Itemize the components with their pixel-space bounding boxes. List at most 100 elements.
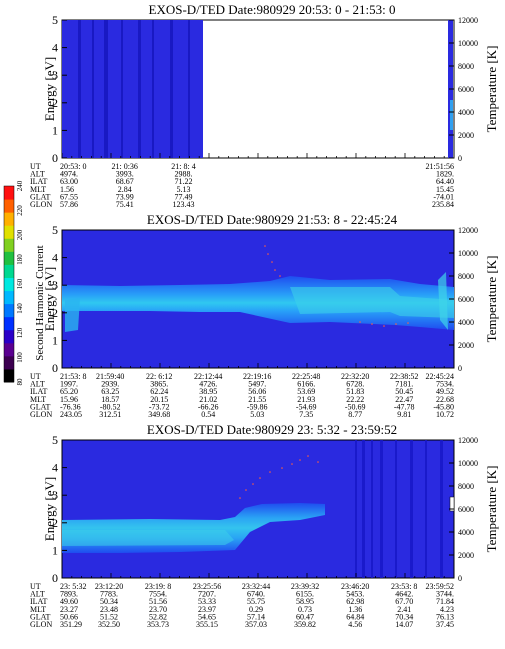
panel-1-orbit-cell: 2988. <box>175 170 193 179</box>
panel-3-y2label: Temperature [K] <box>484 466 499 553</box>
panel-1-ytick-label: 1 <box>52 123 58 137</box>
panel-2: EXOS-D/TED Date:980929 21:53: 8 - 22:45:… <box>61 212 455 369</box>
panel-1-orbit-cell: 1829. <box>436 170 454 179</box>
colorbar-tick-label: 80 <box>16 378 24 386</box>
panel-2-orbit-cell: 49.52 <box>436 387 454 396</box>
colorbar-swatch <box>4 277 14 292</box>
panel-1-ytick-label: 3 <box>52 68 58 82</box>
colorbar-tick-label: 180 <box>16 254 24 265</box>
panel-3-orbit-cell: 14.07 <box>395 620 413 629</box>
panel-2-orbit-cell: 21.55 <box>248 395 266 404</box>
panel-1-data-block <box>62 20 203 158</box>
panel-2-orbit-cell: -76.36 <box>60 402 81 411</box>
panel-1-orbit-cell: 75.41 <box>116 200 134 209</box>
panel-3-orbit-cell: 23.70 <box>149 605 167 614</box>
panel-1-y2tick-label: 8000 <box>458 62 474 71</box>
panel-3-orbit-cell: 4.56 <box>348 620 362 629</box>
panel-1: EXOS-D/TED Date:980929 20:53: 0 - 21:53:… <box>61 2 455 159</box>
panel-2-orbit-cell: 10.72 <box>436 410 454 419</box>
panel-1-ytick-label: 4 <box>52 41 58 55</box>
panel-3-orbit-cell: 4.23 <box>440 605 454 614</box>
panel-3-ytick-label: 1 <box>52 543 58 557</box>
panel-2-orbit-cell: -59.86 <box>247 402 268 411</box>
panel-3-orbit-cell: 50.66 <box>60 612 78 621</box>
panel-3-ytick-label: 3 <box>52 488 58 502</box>
panel-2-orbit-cell: 65.20 <box>60 387 78 396</box>
panel-3-orbit-cell: 4642. <box>395 590 413 599</box>
colorbar-swatch <box>4 264 14 278</box>
panel-3-y2tick-label: 0 <box>458 574 462 583</box>
panel-2-orbit-cell: 51.83 <box>346 387 364 396</box>
panel-2-orbit-cell: 6166. <box>297 380 315 389</box>
panel-2-title: EXOS-D/TED Date:980929 21:53: 8 - 22:45:… <box>147 212 398 227</box>
panel-2-orbit-cell: -54.69 <box>296 402 317 411</box>
panel-3-orbit-row-label: MLT <box>30 605 46 614</box>
colorbar-swatch <box>4 303 14 318</box>
panel-3-orbit-cell: 67.70 <box>395 597 413 606</box>
panel-3-orbit-cell: 51.56 <box>149 597 167 606</box>
panel-1-orbit-cell: 67.55 <box>60 192 78 201</box>
panel-2-orbit-cell: 4726. <box>199 380 217 389</box>
colorbar-swatch <box>4 316 14 331</box>
panel-3-orbit-cell: 23:59:52 <box>426 582 454 591</box>
panel-3-orbit-cell: 6740. <box>247 590 265 599</box>
panel-1-orbit-cell: 71.22 <box>175 177 193 186</box>
panel-1-orbit-cell: 2.84 <box>118 185 132 194</box>
panel-1-ylabel: Energy [eV] <box>42 57 57 121</box>
panel-2-orbit-cell: 243.05 <box>60 410 82 419</box>
panel-1-orbit-cell: 73.99 <box>116 192 134 201</box>
panel-1-y2tick-label: 6000 <box>458 85 474 94</box>
panel-2-orbit-row-label: ILAT <box>30 387 47 396</box>
panel-2-y2tick-label: 8000 <box>458 272 474 281</box>
panel-1-orbit-cell: 1.56 <box>60 185 74 194</box>
panel-3-orbit-cell: 359.82 <box>294 620 316 629</box>
panel-3-orbit-row-label: UT <box>30 582 41 591</box>
panel-3-orbit-cell: 53.33 <box>198 597 216 606</box>
panel-3-y2tick-label: 6000 <box>458 505 474 514</box>
panel-3-orbit-cell: 51.52 <box>100 612 118 621</box>
panel-1-orbit-cell: -74.01 <box>433 192 454 201</box>
panel-1-orbit-cell: 68.67 <box>116 177 134 186</box>
panel-3-orbit-row-label: GLAT <box>30 612 51 621</box>
panel-3-orbit-cell: 71.84 <box>436 597 454 606</box>
panel-2-orbit-cell: 22:12:44 <box>194 372 222 381</box>
panel-2-orbit-row-label: ALT <box>30 380 45 389</box>
panel-3-y2tick-label: 8000 <box>458 482 474 491</box>
panel-2-orbit-cell: 62.24 <box>150 387 168 396</box>
colorbar-swatch <box>4 186 14 200</box>
panel-3-orbit-row-label: ALT <box>30 590 45 599</box>
panel-3-orbit-cell: 70.34 <box>395 612 413 621</box>
panel-2-orbit-cell: 22:25:48 <box>292 372 320 381</box>
panel-2-orbit-cell: 312.51 <box>99 410 121 419</box>
panel-3-orbit-cell: 52.82 <box>149 612 167 621</box>
panel-2-ytick-label: 2 <box>52 306 58 320</box>
panel-3-orbit-row-label: GLON <box>30 620 52 629</box>
panel-3-y2tick-label: 10000 <box>458 459 478 468</box>
panel-3-orbit-cell: 0.73 <box>298 605 312 614</box>
colorbar-tick-label: 140 <box>16 303 24 314</box>
panel-3-y2tick-label: 12000 <box>458 436 478 445</box>
panel-2-orbit-cell: 8.77 <box>348 410 362 419</box>
panel-3-orbit-cell: 23.48 <box>100 605 118 614</box>
panel-1-orbit-cell: 57.86 <box>60 200 78 209</box>
panel-3-vertical-streaks <box>355 440 443 578</box>
panel-2-orbit-cell: 22:45:24 <box>426 372 454 381</box>
panel-2-ytick-label: 4 <box>52 251 58 265</box>
panel-2-orbit-cell: 21:53: 8 <box>60 372 86 381</box>
panel-3-orbit-cell: 55.75 <box>247 597 265 606</box>
panel-2-orbit-cell: 50.45 <box>395 387 413 396</box>
panel-3-ytick-label: 4 <box>52 461 58 475</box>
panel-2-y2tick-label: 0 <box>458 364 462 373</box>
panel-2-orbit-row-label: MLT <box>30 395 46 404</box>
panel-3-orbit-cell: 54.65 <box>198 612 216 621</box>
panel-1-ytick-label: 5 <box>52 13 58 27</box>
panel-3-orbit-cell: 6155. <box>296 590 314 599</box>
panel-2-y2tick-label: 2000 <box>458 341 474 350</box>
panel-3-ylabel: Energy [eV] <box>42 477 57 541</box>
panel-3-ytick-label: 5 <box>52 433 58 447</box>
panel-2-ytick-label: 5 <box>52 223 58 237</box>
panel-2-y2label: Temperature [K] <box>484 256 499 343</box>
colorbar-swatch <box>4 290 14 305</box>
panel-3-orbit-cell: 23:46:20 <box>341 582 369 591</box>
panel-2-orbit-cell: 22:19:16 <box>243 372 271 381</box>
